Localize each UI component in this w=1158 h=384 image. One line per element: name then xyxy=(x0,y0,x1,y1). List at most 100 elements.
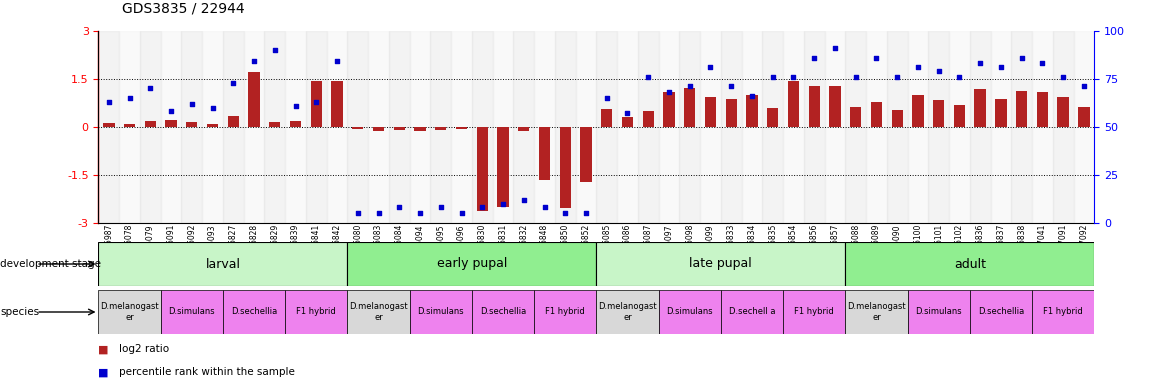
Bar xyxy=(664,92,675,127)
Point xyxy=(369,210,388,216)
Bar xyxy=(969,31,990,223)
Point xyxy=(556,210,574,216)
Point xyxy=(183,101,201,107)
Text: species: species xyxy=(0,307,39,317)
Point xyxy=(721,83,740,89)
Bar xyxy=(471,31,492,223)
Point xyxy=(1012,55,1031,61)
Bar xyxy=(347,31,368,223)
Bar xyxy=(228,116,239,127)
Text: D.melanogast
er: D.melanogast er xyxy=(848,302,906,322)
Text: ■: ■ xyxy=(98,367,109,377)
Point xyxy=(453,210,471,216)
Point xyxy=(702,64,720,70)
Point xyxy=(390,204,409,210)
Bar xyxy=(601,109,613,127)
Bar xyxy=(389,31,410,223)
Point xyxy=(763,74,782,80)
Bar xyxy=(285,31,306,223)
Bar xyxy=(726,99,736,127)
Bar xyxy=(1036,92,1048,127)
Bar xyxy=(659,31,680,223)
Bar xyxy=(456,127,467,129)
Point xyxy=(784,74,802,80)
Point xyxy=(867,55,886,61)
Bar xyxy=(824,31,845,223)
Point xyxy=(742,93,761,99)
Bar xyxy=(908,31,929,223)
Text: D.melanogast
er: D.melanogast er xyxy=(101,302,159,322)
Bar xyxy=(368,31,389,223)
Bar xyxy=(452,31,471,223)
Bar xyxy=(783,290,845,334)
Point xyxy=(930,68,948,74)
Bar xyxy=(580,127,592,182)
Bar xyxy=(269,122,280,127)
Bar xyxy=(1032,290,1094,334)
Point xyxy=(244,58,263,65)
Bar xyxy=(1078,107,1090,127)
Bar xyxy=(680,31,701,223)
Bar xyxy=(306,31,327,223)
Bar xyxy=(892,110,903,127)
Bar xyxy=(534,31,555,223)
Point xyxy=(286,103,305,109)
Point xyxy=(577,210,595,216)
Text: D.simulans: D.simulans xyxy=(666,308,713,316)
Bar xyxy=(203,31,222,223)
Bar xyxy=(373,127,384,131)
Bar xyxy=(310,81,322,127)
Bar xyxy=(145,121,156,127)
Text: log2 ratio: log2 ratio xyxy=(119,344,169,354)
Text: early pupal: early pupal xyxy=(437,258,507,270)
Point xyxy=(805,55,823,61)
Point xyxy=(951,74,969,80)
Bar xyxy=(119,31,140,223)
Bar xyxy=(990,31,1011,223)
Bar xyxy=(913,95,924,127)
Bar xyxy=(787,81,799,127)
Bar xyxy=(1016,91,1027,127)
Bar xyxy=(98,290,161,334)
Bar xyxy=(1073,31,1094,223)
Bar xyxy=(720,31,741,223)
Bar xyxy=(347,242,596,286)
Bar xyxy=(140,31,161,223)
Bar xyxy=(186,122,198,127)
Bar xyxy=(808,86,820,127)
Text: D.melanogast
er: D.melanogast er xyxy=(599,302,657,322)
Bar xyxy=(720,290,783,334)
Text: D.sechellia: D.sechellia xyxy=(479,308,526,316)
Bar xyxy=(492,31,513,223)
Point xyxy=(991,64,1010,70)
Bar xyxy=(804,31,824,223)
Bar xyxy=(576,31,596,223)
Point xyxy=(120,95,139,101)
Bar xyxy=(166,120,177,127)
Bar xyxy=(124,124,135,127)
Text: D.simulans: D.simulans xyxy=(915,308,962,316)
Bar xyxy=(435,127,447,130)
Point xyxy=(660,89,679,95)
Bar xyxy=(950,31,969,223)
Bar xyxy=(559,127,571,208)
Bar xyxy=(596,242,845,286)
Bar xyxy=(995,99,1006,127)
Text: D.simulans: D.simulans xyxy=(168,308,215,316)
Bar xyxy=(783,31,804,223)
Bar xyxy=(596,31,617,223)
Point xyxy=(826,45,844,51)
Point xyxy=(888,74,907,80)
Bar xyxy=(182,31,203,223)
Text: D.melanogast
er: D.melanogast er xyxy=(350,302,408,322)
Bar xyxy=(866,31,887,223)
Bar xyxy=(98,31,119,223)
Bar xyxy=(701,31,720,223)
Bar xyxy=(850,107,862,127)
Point xyxy=(846,74,865,80)
Bar xyxy=(767,108,778,127)
Text: D.sechell a: D.sechell a xyxy=(728,308,775,316)
Bar xyxy=(622,117,633,127)
Bar xyxy=(746,95,757,127)
Point xyxy=(349,210,367,216)
